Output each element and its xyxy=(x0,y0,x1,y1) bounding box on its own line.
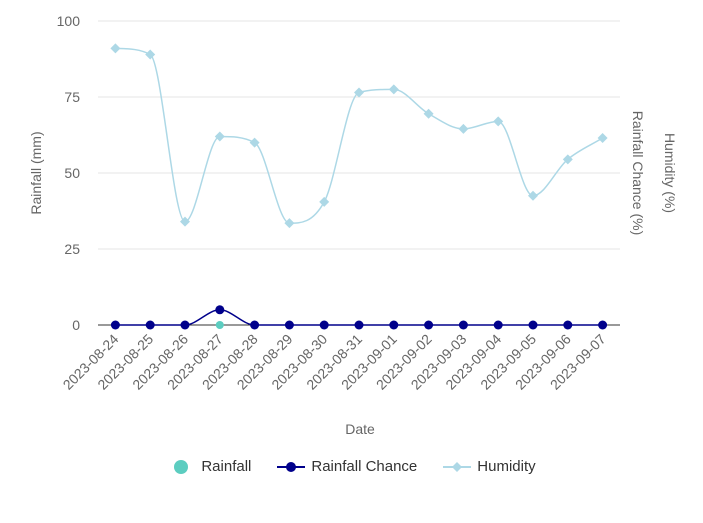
rainfall-chance-point xyxy=(215,305,225,315)
y-tick-label: 25 xyxy=(64,241,80,257)
circle-icon xyxy=(167,459,195,474)
humidity-point xyxy=(528,190,538,201)
legend-item-rainfall[interactable]: Rainfall xyxy=(167,458,251,475)
y-tick-label: 50 xyxy=(64,165,80,181)
legend-label: Rainfall Chance xyxy=(311,458,418,475)
series-layer xyxy=(110,43,608,330)
humidity-point xyxy=(493,116,504,127)
rainfall-chance-point xyxy=(458,320,468,330)
y-axis-title-right-humidity: Humidity (%) xyxy=(662,133,678,213)
rainfall-chance-point xyxy=(319,320,329,330)
humidity-point xyxy=(145,49,156,60)
rainfall-chance-point xyxy=(389,320,399,330)
humidity-point xyxy=(562,154,573,165)
x-axis-title: Date xyxy=(345,421,375,437)
series-rainfall-chance xyxy=(110,305,608,330)
rainfall-chance-point xyxy=(598,320,608,330)
legend-item-humidity[interactable]: Humidity xyxy=(443,458,536,475)
rainfall-chance-point xyxy=(528,320,538,330)
y-tick-label: 100 xyxy=(57,13,81,29)
humidity-point xyxy=(214,131,225,142)
y-axis-title-left: Rainfall (mm) xyxy=(28,131,44,214)
rainfall-chance-point xyxy=(354,320,364,330)
legend-item-rainfall-chance[interactable]: Rainfall Chance xyxy=(277,458,417,475)
legend: Rainfall Rainfall Chance Humidity xyxy=(0,458,703,475)
humidity-point xyxy=(388,84,399,95)
humidity-point xyxy=(110,43,121,54)
humidity-point xyxy=(319,196,330,207)
y-tick-label: 75 xyxy=(64,89,80,105)
rainfall-chance-point xyxy=(180,320,190,330)
y-axis-title-right-rainfall-chance: Rainfall Chance (%) xyxy=(630,111,646,236)
x-axis-ticks: 2023-08-242023-08-252023-08-262023-08-27… xyxy=(60,331,609,393)
series-humidity xyxy=(110,43,608,229)
humidity-point xyxy=(458,123,469,134)
rainfall-chance-point xyxy=(145,320,155,330)
rainfall-chance-point xyxy=(284,320,294,330)
gridlines xyxy=(98,20,620,326)
humidity-point xyxy=(249,137,260,148)
humidity-point xyxy=(284,218,295,229)
rainfall-point xyxy=(215,321,224,329)
y-axis-ticks: 0 25 50 75 100 xyxy=(57,13,81,333)
humidity-point xyxy=(180,216,190,227)
rainfall-chance-point xyxy=(424,320,434,330)
rainfall-chance-point xyxy=(250,320,260,330)
rainfall-chance-point xyxy=(563,320,573,330)
y-tick-label: 0 xyxy=(72,317,80,333)
line-circle-icon xyxy=(277,460,306,474)
humidity-point xyxy=(354,87,364,98)
humidity-point xyxy=(597,133,608,144)
legend-label: Rainfall xyxy=(201,458,252,475)
legend-label: Humidity xyxy=(477,458,536,475)
line-diamond-icon xyxy=(443,460,472,474)
rainfall-chance-point xyxy=(110,320,120,330)
rainfall-chance-point xyxy=(493,320,503,330)
humidity-point xyxy=(423,108,434,119)
